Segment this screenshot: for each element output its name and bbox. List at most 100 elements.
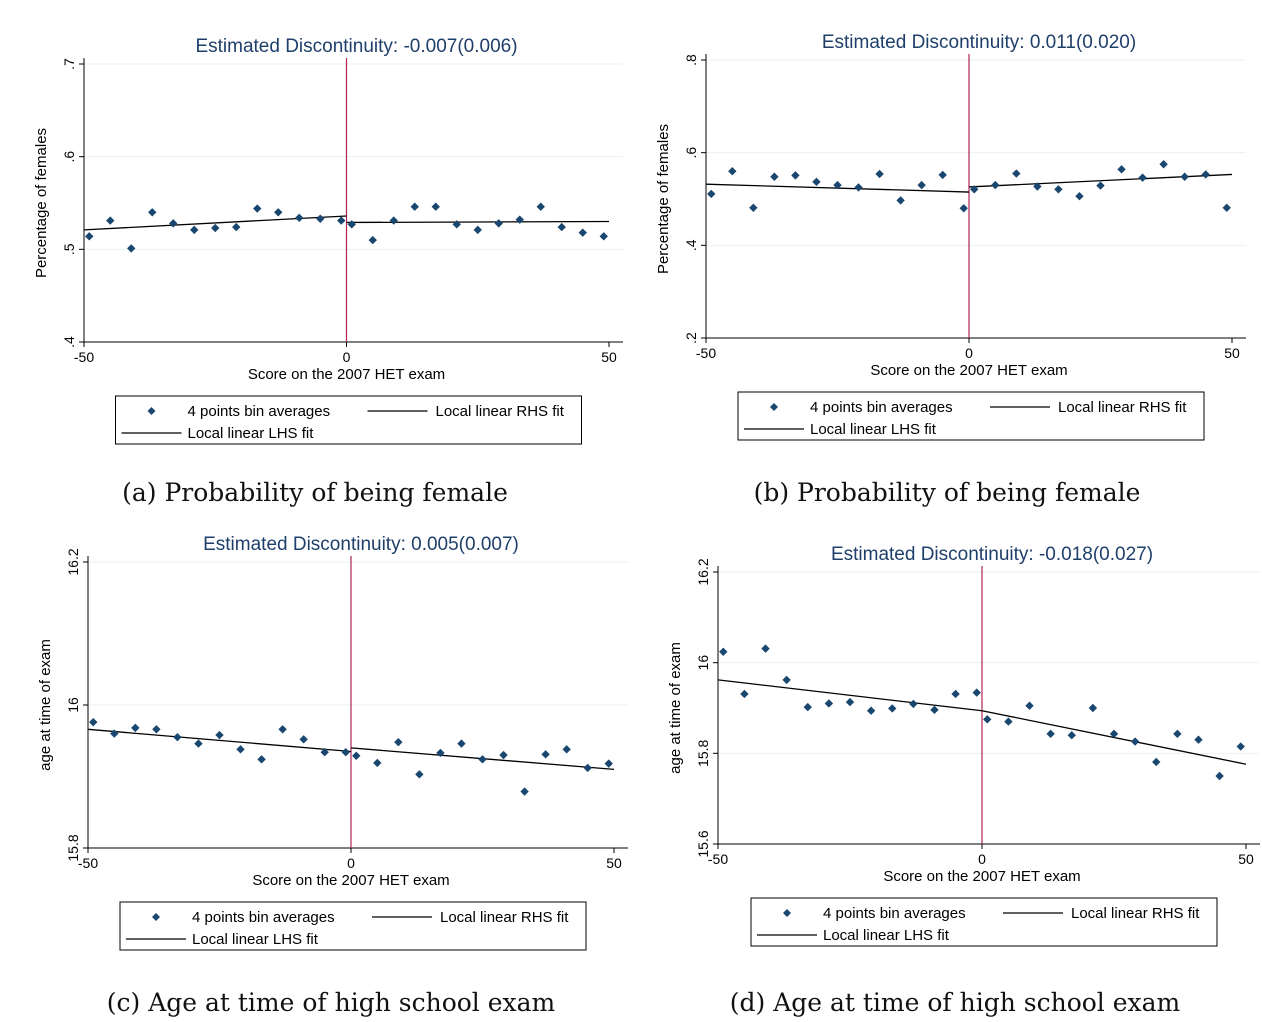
bin-point bbox=[930, 705, 939, 715]
chart-title: Estimated Discontinuity: -0.007(0.006) bbox=[195, 36, 517, 57]
bin-point bbox=[368, 235, 377, 245]
legend: 4 points bin averages Local linear RHS fi… bbox=[750, 897, 1218, 947]
plot-frame-b: Estimated Discontinuity: 0.011(0.020) .2.… bbox=[634, 8, 1256, 460]
plot-frame-a: Estimated Discontinuity: -0.007(0.006) .4… bbox=[4, 8, 626, 460]
bin-point bbox=[833, 180, 842, 190]
legend-bins-label: 4 points bin averages bbox=[188, 403, 331, 420]
bin-point bbox=[909, 699, 918, 709]
legend-lhs-label: Local linear LHS fit bbox=[810, 421, 937, 438]
bin-point bbox=[951, 689, 960, 699]
bin-point bbox=[845, 697, 855, 707]
bin-point bbox=[389, 216, 398, 225]
legend-rhs-label: Local linear RHS fit bbox=[1058, 399, 1187, 416]
bin-point bbox=[295, 213, 304, 223]
x-tick-label: 0 bbox=[343, 349, 351, 365]
x-tick-label: 0 bbox=[347, 855, 355, 871]
y-axis-label: Percentage of females bbox=[655, 124, 672, 274]
legend-lhs-label: Local linear LHS fit bbox=[192, 931, 319, 948]
bin-point bbox=[1138, 173, 1147, 182]
bin-point bbox=[1236, 742, 1245, 751]
x-axis-label: Score on the 2007 HET exam bbox=[248, 366, 445, 383]
y-tick-label: 16.2 bbox=[65, 548, 81, 575]
chart-panel-c: Estimated Discontinuity: 0.005(0.007) 15.… bbox=[0, 516, 642, 1022]
legend-box bbox=[119, 901, 587, 951]
bin-point bbox=[1159, 160, 1168, 169]
bin-point bbox=[85, 232, 94, 241]
bin-point bbox=[253, 204, 262, 213]
x-tick-label: -50 bbox=[708, 851, 728, 867]
bin-point bbox=[257, 755, 266, 764]
legend-marker bbox=[152, 913, 160, 921]
bin-point bbox=[1004, 717, 1013, 726]
bin-point bbox=[557, 222, 566, 232]
bin-point bbox=[148, 208, 157, 217]
bin-point bbox=[1096, 181, 1105, 190]
bin-point bbox=[1173, 729, 1182, 739]
bin-point bbox=[236, 745, 245, 754]
y-axis-label: age at time of exam bbox=[37, 639, 54, 771]
legend-marker bbox=[147, 407, 156, 415]
legend-box bbox=[737, 391, 1205, 441]
bin-point bbox=[761, 644, 770, 653]
bin-point bbox=[127, 244, 136, 253]
chart-panel-a: Estimated Discontinuity: -0.007(0.006) .4… bbox=[0, 0, 630, 520]
y-tick-label: .8 bbox=[683, 54, 699, 66]
bin-point bbox=[1109, 729, 1119, 739]
x-tick-label: -50 bbox=[78, 855, 98, 871]
bin-point bbox=[791, 171, 800, 180]
bin-point bbox=[1215, 771, 1224, 781]
chart-title: Estimated Discontinuity: 0.011(0.020) bbox=[822, 32, 1136, 53]
bin-point bbox=[803, 702, 812, 712]
chart-d: Estimated Discontinuity: -0.018(0.027) 15… bbox=[667, 544, 1260, 947]
bin-point bbox=[1054, 185, 1063, 194]
legend: 4 points bin averages Local linear RHS fi… bbox=[737, 391, 1205, 441]
bin-point bbox=[896, 196, 905, 205]
bin-point bbox=[1088, 703, 1098, 713]
bin-point bbox=[959, 204, 968, 213]
legend-marker bbox=[783, 909, 791, 917]
bin-point bbox=[89, 717, 98, 727]
lhs-fit-line bbox=[717, 679, 983, 712]
y-tick-label: .2 bbox=[683, 332, 699, 344]
plot-frame-c: Estimated Discontinuity: 0.005(0.007) 15.… bbox=[14, 518, 642, 970]
bin-point bbox=[917, 180, 926, 190]
bin-point bbox=[875, 169, 884, 179]
bin-point bbox=[1180, 172, 1189, 181]
plot-frame-d: Estimated Discontinuity: -0.018(0.027) 15… bbox=[646, 518, 1262, 970]
legend: 4 points bin averages Local linear RHS fi… bbox=[115, 395, 582, 445]
bin-point bbox=[478, 755, 487, 764]
bin-point bbox=[562, 745, 571, 754]
bin-point bbox=[452, 220, 461, 229]
bin-point bbox=[938, 170, 947, 180]
bin-point bbox=[473, 225, 482, 235]
chart-panel-d: Estimated Discontinuity: -0.018(0.027) 15… bbox=[646, 516, 1262, 1022]
rhs-fit-line bbox=[346, 220, 610, 224]
legend-bins-label: 4 points bin averages bbox=[810, 399, 953, 416]
bin-point bbox=[457, 739, 466, 748]
bin-point bbox=[719, 647, 728, 656]
x-tick-label: 0 bbox=[978, 851, 986, 867]
bin-point bbox=[373, 758, 382, 768]
bin-point bbox=[347, 220, 356, 229]
legend-lhs-label: Local linear LHS fit bbox=[188, 425, 315, 442]
bin-point bbox=[707, 189, 716, 199]
x-tick-label: 0 bbox=[965, 345, 973, 361]
legend-bins-label: 4 points bin averages bbox=[823, 905, 966, 922]
legend-rhs-label: Local linear RHS fit bbox=[1071, 905, 1200, 922]
y-tick-label: .4 bbox=[61, 336, 77, 348]
bin-point bbox=[173, 732, 182, 742]
y-tick-label: .4 bbox=[683, 239, 699, 251]
x-tick-label: 50 bbox=[1238, 851, 1254, 867]
bin-point bbox=[352, 751, 361, 760]
bin-point bbox=[991, 180, 1000, 190]
bin-point bbox=[215, 730, 224, 740]
bin-point bbox=[494, 219, 503, 228]
y-tick-label: 15.8 bbox=[65, 834, 81, 861]
bin-point bbox=[782, 675, 791, 685]
bin-point bbox=[824, 699, 834, 708]
bin-point bbox=[274, 208, 283, 217]
bin-point bbox=[1130, 737, 1140, 746]
legend-marker bbox=[770, 403, 778, 411]
bin-point bbox=[740, 689, 749, 699]
y-axis-label: age at time of exam bbox=[667, 642, 684, 774]
